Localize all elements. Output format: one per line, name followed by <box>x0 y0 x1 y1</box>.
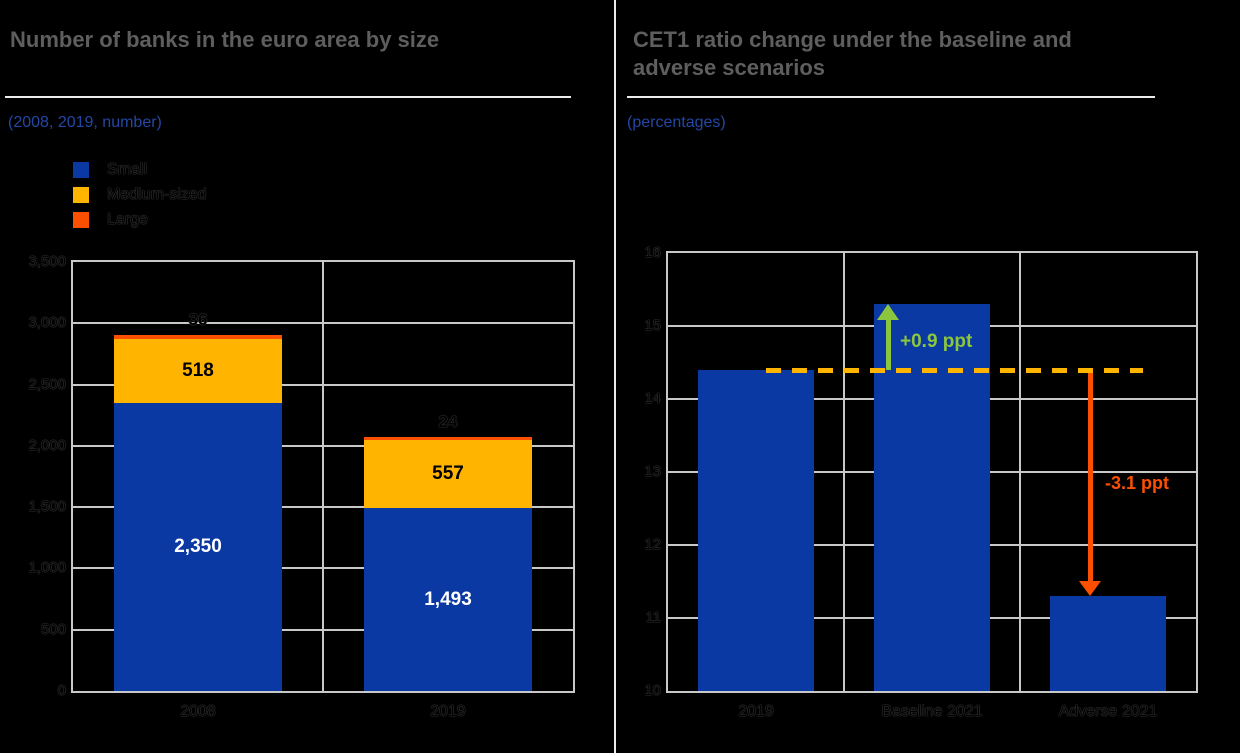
legend-item-large: Large <box>73 211 207 228</box>
bar-value-label: 518 <box>182 360 214 382</box>
y-axis-tick: 3,500 <box>28 253 66 270</box>
y-axis-tick: 10 <box>644 682 661 699</box>
bar-value-label: 24 <box>438 411 458 431</box>
right-panel-subtitle: (percentages) <box>627 114 726 131</box>
gridline <box>322 262 324 691</box>
bar-segment-small <box>364 508 532 691</box>
legend-swatch-medium <box>73 187 89 203</box>
bar-value-label: 557 <box>432 462 464 484</box>
legend-label-medium: Medium-sized <box>107 186 207 203</box>
right-panel-title: CET1 ratio change under the baseline and… <box>633 27 1072 80</box>
y-axis-tick: 2,000 <box>28 436 66 454</box>
y-axis-tick: 2,500 <box>28 375 66 393</box>
y-axis-tick: 13 <box>644 463 661 480</box>
left-panel-title: Number of banks in the euro area by size <box>10 27 440 52</box>
x-axis-label: 2019 <box>430 703 466 720</box>
annotation-baseline-delta: +0.9 ppt <box>900 331 973 352</box>
annotation-adverse-delta: -3.1 ppt <box>1105 473 1170 493</box>
legend-label-large: Large <box>107 211 148 228</box>
panel-divider <box>614 0 616 753</box>
bar-segment-medium-sized <box>114 339 282 403</box>
legend-label-small: Small <box>107 161 148 178</box>
right-title-rule <box>627 96 1155 98</box>
y-axis-tick: 1,000 <box>28 559 66 577</box>
reference-dashed-line <box>766 367 1143 373</box>
left-chart-plot: 2,350 518 36 1,493 557 24 <box>71 260 575 693</box>
bar-value-label: 36 <box>188 310 208 330</box>
y-axis-tick: 16 <box>644 244 661 261</box>
y-axis-tick: 14 <box>644 390 661 407</box>
bar-value-label: 2,350 <box>174 535 222 557</box>
bar-2019 <box>698 369 814 691</box>
legend-item-small: Small <box>73 161 207 178</box>
left-chart-legend: Small Medium-sized Large <box>73 161 207 237</box>
x-axis-label: Adverse 2021 <box>1058 703 1158 720</box>
right-chart-plot: +0.9 ppt -3.1 ppt <box>666 251 1198 693</box>
bar-segment-large <box>114 335 282 340</box>
y-axis-tick: 15 <box>644 317 661 334</box>
bar-segment-medium-sized <box>364 439 532 508</box>
left-panel-subtitle: (2008, 2019, number) <box>8 114 162 131</box>
x-axis-label: Baseline 2021 <box>881 703 983 720</box>
bar-baseline-2021 <box>874 304 990 691</box>
x-axis-label: 2019 <box>738 703 774 720</box>
y-axis-tick: 11 <box>645 609 661 626</box>
down-arrow-shaft <box>1088 372 1093 582</box>
x-axis-label: 2008 <box>180 703 216 720</box>
y-axis-tick: 0 <box>57 682 66 699</box>
y-axis-tick: 500 <box>40 620 66 638</box>
gridline <box>843 253 845 691</box>
down-arrow-head <box>1079 581 1101 597</box>
y-axis-tick: 12 <box>644 536 661 553</box>
legend-swatch-small <box>73 162 89 178</box>
y-axis-tick: 1,500 <box>28 498 66 516</box>
up-arrow-head <box>877 304 899 321</box>
bar-adverse-2021 <box>1050 596 1166 691</box>
y-axis-tick: 3,000 <box>28 314 66 332</box>
gridline <box>1019 253 1021 691</box>
bar-segment-small <box>114 402 282 691</box>
left-title-rule <box>5 96 571 98</box>
up-arrow-shaft <box>886 318 891 370</box>
bar-segment-large <box>364 436 532 440</box>
bar-value-label: 1,493 <box>424 589 472 610</box>
legend-swatch-large <box>73 212 89 228</box>
legend-item-medium: Medium-sized <box>73 186 207 203</box>
